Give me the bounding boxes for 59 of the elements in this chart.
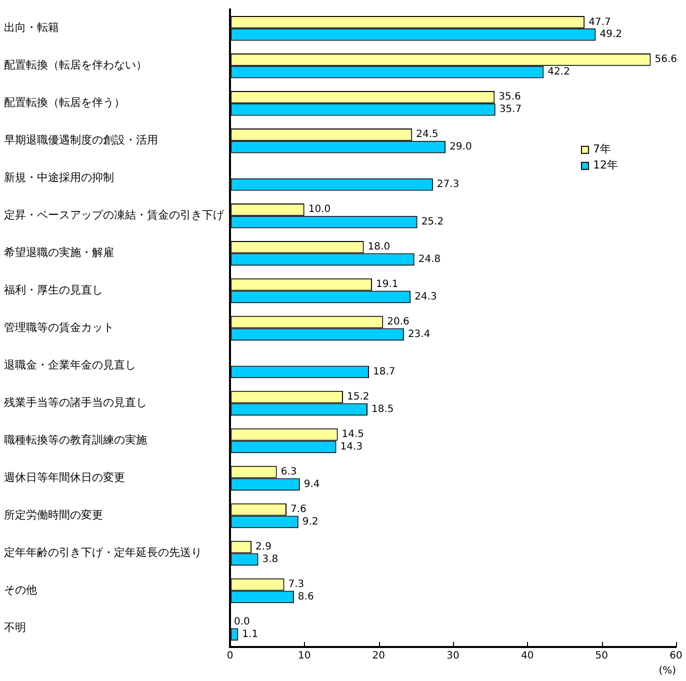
y-tick-label: 配置転換（転居を伴う） — [4, 96, 125, 110]
y-tick-label: 職種転換等の教育訓練の実施 — [4, 434, 147, 447]
x-tick-label: 10 — [298, 650, 311, 662]
data-label: 24.5 — [416, 129, 438, 140]
data-label: 1.1 — [242, 629, 258, 640]
x-axis-title: (%) — [658, 666, 676, 677]
data-label: 47.7 — [588, 16, 611, 28]
x-tick-label: 30 — [446, 650, 460, 662]
x-tick-label: 40 — [520, 650, 534, 662]
y-tick-label: 配置転換（転居を伴わない） — [4, 58, 147, 72]
data-label: 14.3 — [340, 442, 363, 453]
data-label: 19.1 — [376, 279, 398, 290]
data-label: 35.6 — [498, 92, 521, 103]
data-label: 8.6 — [298, 592, 314, 603]
data-label: 20.6 — [387, 316, 410, 328]
y-tick-label: 出向・転籍 — [4, 21, 59, 34]
y-tick-label: 定昇・ベースアップの凍結・賃金の引き下げ — [4, 208, 225, 222]
data-label: 14.5 — [342, 429, 364, 440]
y-tick-label: 不明 — [4, 621, 26, 634]
data-label: 7.3 — [288, 579, 304, 590]
data-label: 2.9 — [256, 542, 272, 553]
data-label: 27.3 — [436, 179, 460, 190]
data-label: 24.3 — [414, 292, 437, 303]
data-label: 0.0 — [234, 616, 250, 628]
y-tick-label: 管理職等の賃金カット — [4, 321, 114, 334]
y-tick-label: 所定労働時間の変更 — [4, 508, 103, 522]
data-label: 42.2 — [548, 66, 570, 78]
y-tick-label: 定年年齢の引き下げ・定年延長の先送り — [4, 546, 202, 560]
data-label: 49.2 — [600, 29, 622, 40]
data-label: 35.7 — [499, 104, 522, 116]
data-label: 25.2 — [421, 216, 444, 228]
y-tick-label: 新規・中途採用の抑制 — [4, 171, 114, 184]
y-tick-label: 早期退職優遇制度の創設・活用 — [4, 134, 158, 147]
data-label: 9.4 — [304, 479, 320, 490]
y-tick-label: 希望退職の実施・解雇 — [4, 246, 114, 260]
data-label: 56.6 — [654, 54, 677, 66]
data-label: 10.0 — [308, 204, 331, 216]
legend-label: 12年 — [593, 158, 618, 172]
x-tick-label: 50 — [595, 650, 608, 662]
data-label: 18.0 — [368, 242, 390, 253]
data-label: 3.8 — [262, 554, 278, 566]
data-label: 6.3 — [280, 466, 297, 478]
data-label: 29.0 — [450, 142, 472, 153]
legend-label: 7年 — [593, 142, 611, 156]
data-label: 23.4 — [408, 329, 430, 340]
data-label: 24.8 — [418, 254, 441, 266]
y-tick-label: 福利・厚生の見直し — [4, 284, 103, 297]
data-label: 9.2 — [302, 516, 318, 528]
y-tick-label: 週休日等年間休日の変更 — [4, 471, 125, 484]
x-tick-label: 0 — [226, 650, 234, 662]
y-tick-label: その他 — [4, 584, 37, 597]
data-label: 18.7 — [373, 366, 396, 378]
y-tick-label: 残業手当等の諸手当の見直し — [4, 396, 147, 410]
x-tick-label: 60 — [670, 650, 682, 662]
data-label: 7.6 — [290, 504, 306, 516]
x-tick-label: 20 — [372, 650, 386, 662]
y-tick-label: 退職金・企業年金の見直し — [4, 358, 136, 372]
data-label: 18.5 — [372, 404, 394, 416]
data-label: 15.2 — [346, 392, 370, 403]
